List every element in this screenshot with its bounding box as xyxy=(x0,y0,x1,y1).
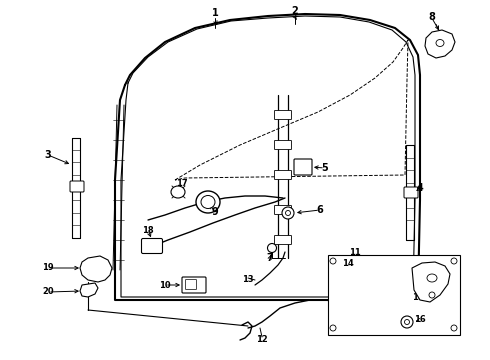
Ellipse shape xyxy=(451,258,457,264)
Text: 10: 10 xyxy=(159,280,171,289)
Ellipse shape xyxy=(268,243,276,252)
Bar xyxy=(328,255,460,335)
Text: 7: 7 xyxy=(267,253,273,263)
Text: 20: 20 xyxy=(42,288,54,297)
Text: 17: 17 xyxy=(176,179,188,188)
Polygon shape xyxy=(80,283,98,297)
Ellipse shape xyxy=(429,292,435,298)
Ellipse shape xyxy=(451,325,457,331)
Ellipse shape xyxy=(405,320,410,324)
FancyBboxPatch shape xyxy=(274,171,292,180)
FancyBboxPatch shape xyxy=(182,277,206,293)
Text: 4: 4 xyxy=(416,183,423,193)
Text: 6: 6 xyxy=(317,205,323,215)
Text: 9: 9 xyxy=(212,207,219,217)
Ellipse shape xyxy=(201,195,215,208)
Ellipse shape xyxy=(401,316,413,328)
FancyBboxPatch shape xyxy=(404,187,418,198)
Text: 8: 8 xyxy=(429,12,436,22)
FancyBboxPatch shape xyxy=(274,235,292,244)
Text: 11: 11 xyxy=(349,248,361,257)
Text: 5: 5 xyxy=(321,163,328,173)
FancyBboxPatch shape xyxy=(274,140,292,149)
Text: 19: 19 xyxy=(42,264,54,273)
Polygon shape xyxy=(412,262,450,302)
FancyBboxPatch shape xyxy=(274,206,292,215)
Text: 12: 12 xyxy=(256,336,268,345)
Text: 15: 15 xyxy=(412,293,424,302)
Ellipse shape xyxy=(282,207,294,219)
Ellipse shape xyxy=(330,325,336,331)
Ellipse shape xyxy=(330,258,336,264)
Text: 1: 1 xyxy=(212,8,219,18)
Text: 3: 3 xyxy=(45,150,51,160)
Text: 13: 13 xyxy=(242,275,254,284)
FancyBboxPatch shape xyxy=(186,279,196,289)
FancyBboxPatch shape xyxy=(70,181,84,192)
Polygon shape xyxy=(80,256,112,282)
Ellipse shape xyxy=(171,186,185,198)
Polygon shape xyxy=(425,30,455,58)
Text: 16: 16 xyxy=(414,315,426,324)
FancyBboxPatch shape xyxy=(142,239,163,253)
Ellipse shape xyxy=(436,40,444,46)
Ellipse shape xyxy=(196,191,220,213)
Text: 14: 14 xyxy=(342,258,354,267)
Ellipse shape xyxy=(427,274,437,282)
FancyBboxPatch shape xyxy=(274,111,292,120)
Ellipse shape xyxy=(286,211,291,216)
Text: 18: 18 xyxy=(142,225,154,234)
FancyBboxPatch shape xyxy=(294,159,312,175)
Text: 2: 2 xyxy=(292,6,298,16)
